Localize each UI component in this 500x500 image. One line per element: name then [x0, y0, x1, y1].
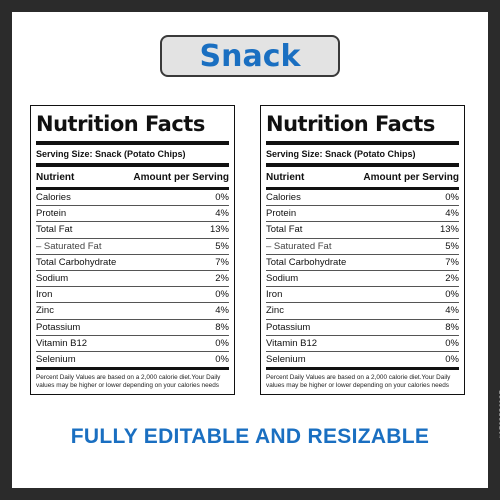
- nutrient-row: Total Fat 13%: [266, 222, 459, 239]
- nutrient-name: Zinc: [266, 305, 284, 317]
- serving-size: Serving Size: Snack (Potato Chips): [266, 145, 459, 167]
- nutrient-name: Total Fat: [266, 224, 303, 236]
- column-headers: Nutrient Amount per Serving: [266, 167, 459, 190]
- nutrient-row: Sodium 2%: [266, 271, 459, 288]
- footnote: Percent Daily Values are based on a 2,00…: [266, 374, 451, 390]
- footnote: Percent Daily Values are based on a 2,00…: [36, 374, 221, 390]
- nutrient-name: Iron: [266, 289, 283, 301]
- nutrient-name: Selenium: [266, 353, 306, 365]
- nutrient-name: Calories: [36, 192, 71, 203]
- nutrient-name: Calories: [266, 192, 301, 203]
- nutrient-value: 4%: [215, 305, 229, 317]
- nutrient-name: Vitamin B12: [266, 337, 318, 349]
- nutrient-value: 0%: [215, 289, 229, 301]
- nutrient-name: Total Carbohydrate: [266, 256, 347, 268]
- nutrient-name: Sodium: [36, 272, 69, 284]
- nutrient-row: Potassium 8%: [36, 320, 229, 336]
- title-badge: Snack: [160, 35, 340, 77]
- nutrient-value: 5%: [445, 240, 459, 252]
- nutrient-value: 0%: [445, 289, 459, 301]
- col-amount: Amount per Serving: [363, 172, 459, 183]
- nutrient-value: 8%: [445, 321, 459, 333]
- nutrient-rows: Calories 0% Protein 4% Total Fat 13% – Saturat…: [266, 190, 459, 371]
- nutrient-row: Zinc 4%: [36, 303, 229, 320]
- nutrition-label-right: Nutrition Facts Serving Size: Snack (Pot…: [260, 105, 465, 395]
- nutrient-value: 2%: [445, 272, 459, 284]
- nutrient-row: Zinc 4%: [266, 303, 459, 320]
- nutrient-row: – Saturated Fat 5%: [36, 239, 229, 255]
- nutrient-name: Sodium: [266, 272, 299, 284]
- nutrient-name: Protein: [36, 208, 67, 220]
- nutrient-row: Total Carbohydrate 7%: [36, 255, 229, 271]
- nutrient-value: 0%: [215, 337, 229, 349]
- nutrient-value: 0%: [215, 192, 229, 203]
- nutrient-row: – Saturated Fat 5%: [266, 239, 459, 255]
- nutrient-name: Total Fat: [36, 224, 73, 236]
- nutrient-row: Iron 0%: [266, 287, 459, 304]
- nutrient-value: 8%: [215, 321, 229, 333]
- nutrient-row: Total Carbohydrate 7%: [266, 255, 459, 271]
- nutrient-value: 0%: [215, 353, 229, 365]
- nutrition-facts-heading: Nutrition Facts: [36, 110, 229, 145]
- column-headers: Nutrient Amount per Serving: [36, 167, 229, 190]
- nutrient-row: Protein 4%: [36, 206, 229, 223]
- nutrient-value: 0%: [445, 337, 459, 349]
- nutrient-row: Calories 0%: [36, 190, 229, 207]
- nutrient-name: Zinc: [36, 305, 54, 317]
- nutrient-row: Vitamin B12 0%: [266, 336, 459, 352]
- nutrient-name: Selenium: [36, 353, 76, 365]
- nutrient-value: 7%: [445, 256, 459, 268]
- nutrient-name: – Saturated Fat: [266, 240, 332, 252]
- nutrient-row: Potassium 8%: [266, 320, 459, 336]
- col-nutrient: Nutrient: [266, 172, 305, 183]
- nutrient-value: 4%: [215, 208, 229, 220]
- nutrient-row: Selenium 0%: [36, 352, 229, 371]
- nutrient-name: Potassium: [36, 321, 81, 333]
- nutrient-value: 13%: [439, 224, 459, 236]
- col-nutrient: Nutrient: [36, 172, 75, 183]
- nutrition-label-left: Nutrition Facts Serving Size: Snack (Pot…: [30, 105, 235, 395]
- nutrient-value: 7%: [215, 256, 229, 268]
- nutrient-name: – Saturated Fat: [36, 240, 102, 252]
- nutrient-row: Protein 4%: [266, 206, 459, 223]
- nutrient-row: Total Fat 13%: [36, 222, 229, 239]
- nutrient-name: Protein: [266, 208, 297, 220]
- nutrient-row: Iron 0%: [36, 287, 229, 304]
- nutrient-value: 4%: [445, 208, 459, 220]
- nutrient-name: Vitamin B12: [36, 337, 88, 349]
- tagline: FULLY EDITABLE AND RESIZABLE: [70, 425, 430, 448]
- nutrient-value: 4%: [445, 305, 459, 317]
- col-amount: Amount per Serving: [133, 172, 229, 183]
- nutrient-value: 13%: [209, 224, 229, 236]
- nutrient-row: Calories 0%: [266, 190, 459, 207]
- nutrient-rows: Calories 0% Protein 4% Total Fat 13% – Saturat…: [36, 190, 229, 371]
- nutrient-row: Vitamin B12 0%: [36, 336, 229, 352]
- serving-size: Serving Size: Snack (Potato Chips): [36, 145, 229, 167]
- nutrient-value: 5%: [215, 240, 229, 252]
- nutrient-row: Sodium 2%: [36, 271, 229, 288]
- nutrient-value: 2%: [215, 272, 229, 284]
- nutrient-row: Selenium 0%: [266, 352, 459, 371]
- nutrient-name: Total Carbohydrate: [36, 256, 117, 268]
- nutrient-name: Potassium: [266, 321, 311, 333]
- nutrient-value: 0%: [445, 353, 459, 365]
- nutrition-facts-heading: Nutrition Facts: [266, 110, 459, 145]
- nutrient-name: Iron: [36, 289, 53, 301]
- nutrient-value: 0%: [445, 192, 459, 203]
- title: Snack: [199, 38, 301, 74]
